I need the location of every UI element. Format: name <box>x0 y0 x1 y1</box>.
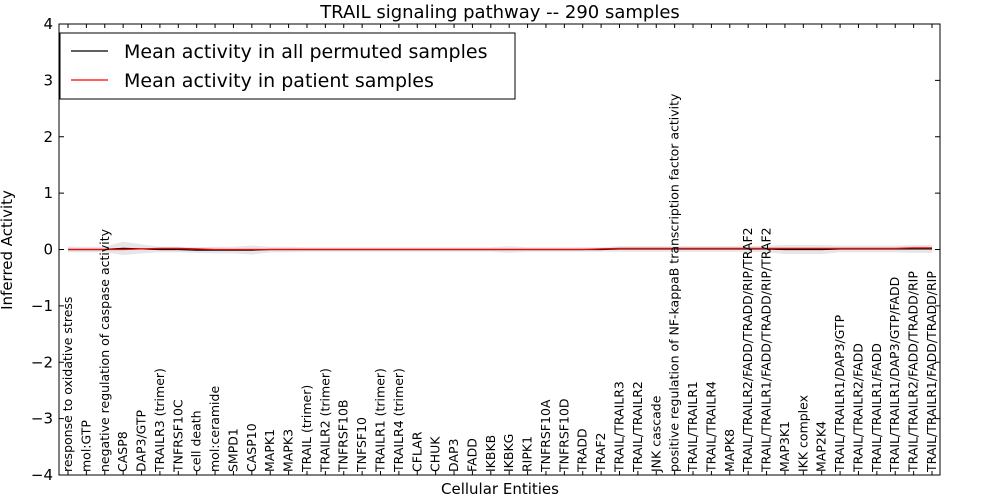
y-tick-label: 4 <box>43 15 53 33</box>
x-tick-label: TRAILR2 (trimer) <box>317 368 332 473</box>
x-tick-label: CFLAR <box>409 431 424 472</box>
x-tick-label: TRAIL/TRAILR1/DAP3/GTP <box>832 314 847 473</box>
x-tick-label: MAP2K4 <box>814 421 829 472</box>
x-tick-label: TRAILR3 (trimer) <box>152 368 167 473</box>
y-tick-label: 0 <box>43 241 53 259</box>
legend-label-permuted: Mean activity in all permuted samples <box>124 41 487 63</box>
x-tick-label: mol:GTP <box>78 420 93 472</box>
x-tick-label: negative regulation of caspase activity <box>97 228 112 472</box>
y-tick-label: −3 <box>31 410 53 428</box>
x-tick-label: FADD <box>464 438 479 472</box>
series-line-patient <box>68 247 932 251</box>
x-tick-label: TRAIL/TRAILR1/FADD <box>869 343 884 473</box>
x-tick-label: IKBKG <box>501 434 516 472</box>
x-tick-label: TNFRSF10D <box>556 398 571 473</box>
x-tick-label: TRAF2 <box>593 432 608 473</box>
x-tick-label: IKBKB <box>483 435 498 472</box>
x-tick-label: IKK complex <box>795 395 810 472</box>
y-tick-label: 2 <box>43 128 53 146</box>
plot-area: −4 −3 −2 −1 0 1 2 3 4 response to oxidative stres… <box>31 15 941 484</box>
x-tick-label: response to oxidative stress <box>60 297 75 472</box>
x-axis-label: Cellular Entities <box>441 480 559 498</box>
x-tick-label: TNFRSF10B <box>336 400 351 473</box>
y-tick-label: −2 <box>31 353 53 371</box>
x-tick-label: SMPD1 <box>225 428 240 472</box>
x-tick-label: TRAIL/TRAILR3 <box>612 381 627 473</box>
permuted-spread-band <box>68 241 932 256</box>
x-tick-label: TRAIL/TRAILR2 <box>630 381 645 473</box>
x-tick-label: TRAIL/TRAILR1/DAP3/GTP/FADD <box>887 277 902 473</box>
x-tick-label: TRAIL/TRAILR1/FADD/TRADD/RIP/TRAF2 <box>759 227 774 473</box>
x-tick-label: TRADD <box>575 428 590 473</box>
x-tick-label: JNK cascade <box>648 395 663 473</box>
chart-title: TRAIL signaling pathway -- 290 samples <box>319 2 680 23</box>
x-tick-label: mol:ceramide <box>207 386 222 472</box>
x-tick-label: TRAILR4 (trimer) <box>391 368 406 473</box>
y-axis-label: Inferred Activity <box>0 190 16 310</box>
x-tick-label: MAPK1 <box>262 429 277 472</box>
x-tick-label: DAP3/GTP <box>134 409 149 472</box>
x-tick-label: MAPK8 <box>722 429 737 472</box>
x-tick-label: TRAIL/TRAILR1/FADD/TRADD/RIP <box>924 271 939 473</box>
x-tick-label: CASP8 <box>115 431 130 472</box>
x-tick-label: CHUK <box>428 436 443 472</box>
legend-label-patient: Mean activity in patient samples <box>124 70 434 92</box>
y-tick-label: −4 <box>31 466 53 484</box>
y-tick-label: 1 <box>43 184 53 202</box>
x-tick-label: CASP10 <box>244 423 259 472</box>
x-tick-label: TRAIL (trimer) <box>299 385 314 473</box>
x-tick-label: positive regulation of NF-kappaB transcr… <box>667 93 682 472</box>
x-tick-label: TNFSF10 <box>354 417 369 473</box>
x-tick-label: TNFRSF10C <box>170 399 185 473</box>
y-tick-label: −1 <box>31 297 53 315</box>
x-tick-label: TRAIL/TRAILR1 <box>685 381 700 473</box>
x-tick-label: TRAILR1 (trimer) <box>373 368 388 473</box>
x-tick-label: MAP3K1 <box>777 421 792 472</box>
legend-frame <box>59 32 516 100</box>
x-tick-label: DAP3 <box>446 439 461 472</box>
x-tick-label: TRAIL/TRAILR4 <box>703 381 718 473</box>
legend: Mean activity in all permuted samples Me… <box>59 32 516 100</box>
x-tick-label: TNFRSF10A <box>538 399 553 473</box>
x-tick-label: TRAIL/TRAILR2/FADD/TRADD/RIP <box>906 271 921 473</box>
x-tick-label: TRAIL/TRAILR2/FADD <box>851 343 866 473</box>
x-tick-label: TRAIL/TRAILR2/FADD/TRADD/RIP/TRAF2 <box>740 227 755 473</box>
x-tick-label: MAPK3 <box>281 429 296 472</box>
y-tick-label: 3 <box>43 71 53 89</box>
x-tick-label: cell death <box>189 410 204 472</box>
x-tick-label: RIPK1 <box>520 436 535 472</box>
